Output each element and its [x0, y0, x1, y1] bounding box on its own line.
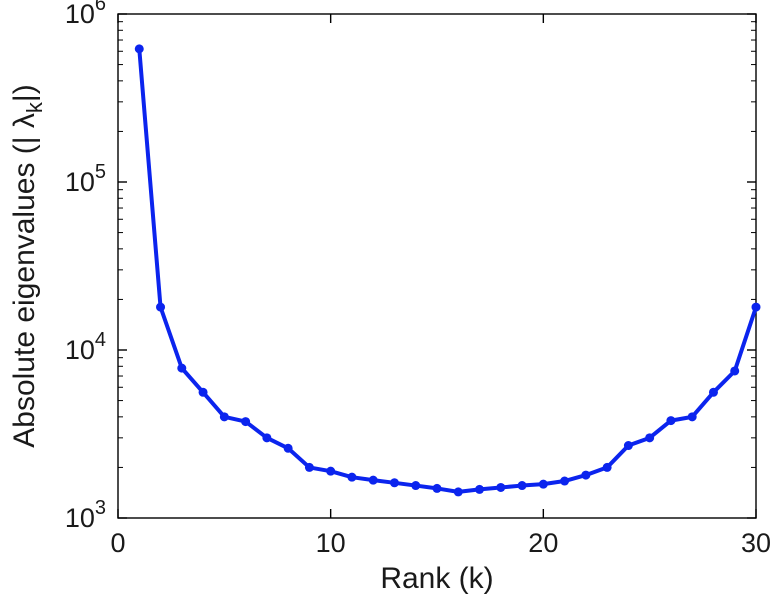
plot-box	[117, 13, 757, 519]
data-point	[347, 472, 357, 482]
data-point	[156, 302, 166, 312]
x-tick-label: 0	[110, 528, 125, 558]
data-point	[262, 433, 272, 443]
data-point	[602, 462, 612, 472]
y-tick-label: 104	[65, 329, 106, 365]
data-point	[687, 412, 697, 422]
data-point	[560, 476, 570, 486]
data-point	[177, 363, 187, 373]
data-point	[432, 483, 442, 493]
y-tick-label: 105	[65, 161, 106, 197]
data-point	[538, 479, 548, 489]
data-point	[666, 416, 676, 426]
x-tick-label: 10	[316, 528, 346, 558]
data-point	[283, 443, 293, 453]
data-point	[241, 417, 251, 427]
data-point	[645, 433, 655, 443]
data-point	[198, 387, 208, 397]
data-point	[517, 481, 527, 491]
x-tick-label: 20	[528, 528, 558, 558]
y-tick-label: 103	[65, 497, 106, 533]
data-point	[581, 470, 591, 480]
x-axis-label: Rank (k)	[380, 562, 493, 595]
data-point	[368, 475, 378, 485]
data-point	[453, 487, 463, 497]
y-tick-label: 106	[65, 0, 106, 29]
data-point	[751, 302, 761, 312]
data-point	[389, 478, 399, 488]
data-point	[411, 481, 421, 491]
x-tick-label: 30	[741, 528, 771, 558]
data-point	[708, 387, 718, 397]
data-point	[219, 412, 229, 422]
data-point	[475, 484, 485, 494]
data-point	[304, 462, 314, 472]
data-point	[623, 441, 633, 451]
data-point	[326, 466, 336, 476]
y-axis-label: Absolute eigenvalues (| λk|)	[8, 84, 47, 447]
data-line	[137, 46, 758, 494]
data-point	[730, 366, 740, 376]
data-point	[496, 482, 506, 492]
data-point	[134, 44, 144, 54]
